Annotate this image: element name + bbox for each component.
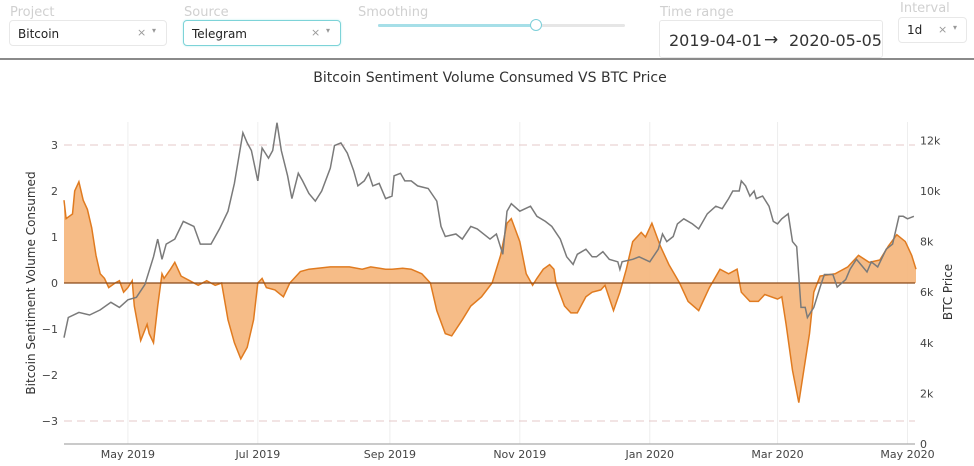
y2-tick-label: 12k: [920, 134, 941, 147]
y-tick-label: 3: [51, 139, 58, 152]
interval-select[interactable]: 1d × ▾: [898, 17, 967, 43]
time-range-picker[interactable]: 2019-04-01 → 2020-05-05: [659, 20, 883, 58]
y2-tick-label: 6k: [920, 286, 934, 299]
sentiment-area: [64, 181, 916, 403]
clear-icon[interactable]: ×: [938, 23, 948, 36]
clear-icon[interactable]: ×: [311, 26, 321, 39]
time-range-label: Time range: [660, 5, 734, 20]
x-tick-label: May 2019: [101, 448, 155, 461]
project-label: Project: [10, 5, 55, 20]
y2-tick-label: 10k: [920, 185, 941, 198]
y2-axis-label: BTC Price: [941, 264, 955, 320]
y-tick-label: −3: [42, 415, 58, 428]
header-divider: [0, 58, 974, 60]
interval-label: Interval: [900, 1, 950, 16]
project-select[interactable]: Bitcoin × ▾: [9, 20, 167, 46]
chevron-down-icon[interactable]: ▾: [953, 23, 958, 32]
x-tick-label: Sep 2019: [364, 448, 416, 461]
y-axis-label: Bitcoin Sentiment Volume Consumed: [24, 171, 38, 394]
chevron-down-icon[interactable]: ▾: [152, 26, 157, 35]
y2-tick-label: 8k: [920, 236, 934, 249]
time-range-end[interactable]: 2020-05-05: [789, 31, 882, 50]
x-tick-label: Mar 2020: [751, 448, 803, 461]
x-tick-label: Nov 2019: [493, 448, 546, 461]
x-tick-label: Jul 2019: [234, 448, 280, 461]
x-tick-label: Jan 2020: [625, 448, 674, 461]
smoothing-slider-handle[interactable]: [530, 19, 543, 31]
y-tick-label: 1: [51, 231, 58, 244]
y2-tick-label: 2k: [920, 387, 934, 400]
clear-icon[interactable]: ×: [137, 26, 147, 39]
chevron-down-icon[interactable]: ▾: [326, 26, 331, 35]
y-tick-label: −1: [42, 323, 58, 336]
project-value: Bitcoin: [18, 27, 60, 41]
y-tick-label: 2: [51, 185, 58, 198]
source-select[interactable]: Telegram × ▾: [183, 20, 341, 46]
y-tick-label: −2: [42, 369, 58, 382]
smoothing-label: Smoothing: [358, 5, 429, 20]
sentiment-line: [63, 179, 917, 403]
source-value: Telegram: [192, 27, 247, 41]
interval-value: 1d: [907, 23, 923, 37]
y-tick-label: 0: [51, 277, 58, 290]
source-label: Source: [184, 5, 229, 20]
smoothing-slider[interactable]: [378, 19, 625, 31]
btc-price-line: [63, 122, 915, 338]
y2-tick-label: 0: [920, 438, 927, 451]
chart-title: Bitcoin Sentiment Volume Consumed VS BTC…: [313, 70, 666, 86]
x-tick-label: May 2020: [880, 448, 934, 461]
time-range-start[interactable]: 2019-04-01: [669, 31, 762, 50]
smoothing-slider-fill: [378, 24, 537, 27]
arrow-right-icon: →: [764, 30, 779, 50]
y2-tick-label: 4k: [920, 337, 934, 350]
